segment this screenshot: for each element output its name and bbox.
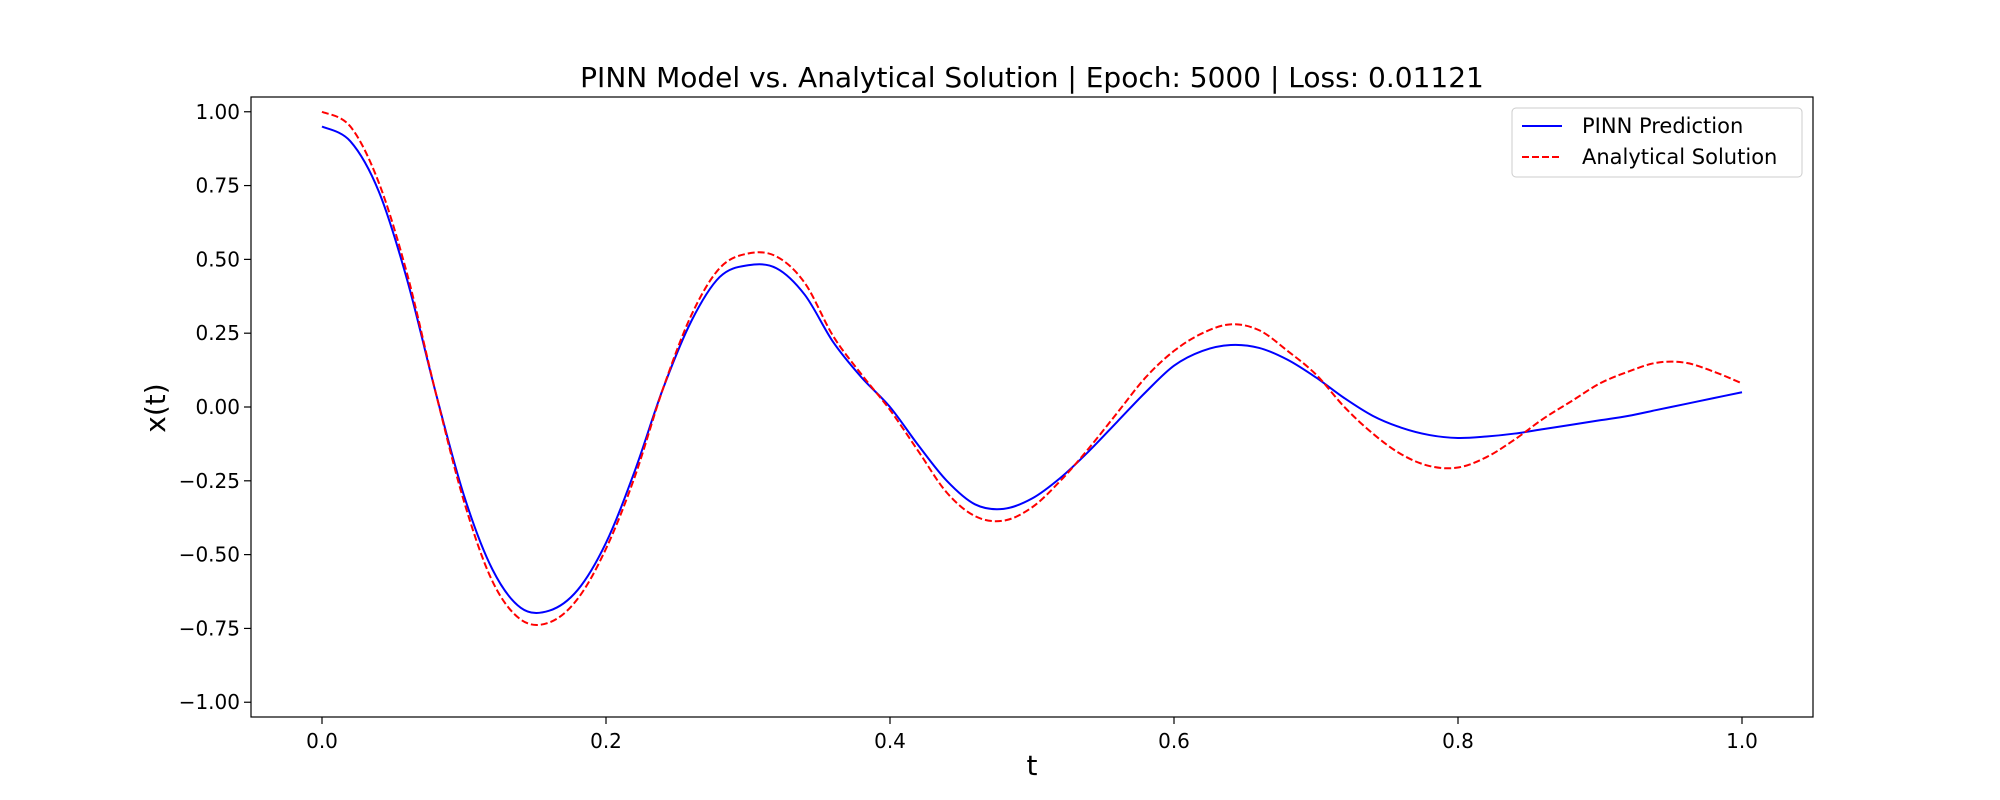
x-axis-label: t (1027, 749, 1038, 782)
x-axis: 0.0 0.2 0.4 0.6 0.8 1.0 (306, 717, 1758, 753)
chart-title: PINN Model vs. Analytical Solution | Epo… (580, 61, 1484, 94)
x-tick-label: 0.0 (306, 729, 338, 753)
y-axis: 1.00 0.75 0.50 0.25 0.00 −0.25 −0.50 −0.75 −1.00 (179, 100, 251, 714)
legend-box (1511, 107, 1803, 178)
x-tick-label: 1.0 (1726, 729, 1758, 753)
y-tick-label: 0.50 (195, 247, 240, 271)
y-axis-label: x(t) (139, 383, 172, 432)
y-tick-label: 0.25 (195, 321, 240, 345)
legend-label-1: PINN Prediction (1582, 114, 1743, 138)
x-tick-label: 0.2 (590, 729, 622, 753)
y-tick-label: 0.00 (195, 395, 240, 419)
series-line-1 (321, 125, 1743, 614)
y-tick-label: −0.50 (179, 543, 240, 567)
y-tick-label: 1.00 (195, 100, 240, 124)
y-tick-label: −0.75 (179, 616, 240, 640)
y-tick-label: −1.00 (179, 690, 240, 714)
x-tick-label: 0.8 (1442, 729, 1474, 753)
y-tick-label: 0.75 (195, 174, 240, 198)
x-tick-label: 0.4 (874, 729, 906, 753)
legend-label-2: Analytical Solution (1582, 145, 1777, 169)
x-tick-label: 0.6 (1158, 729, 1190, 753)
plot-frame (250, 96, 1814, 718)
series-group (321, 110, 1743, 626)
legend: PINN Prediction Analytical Solution (1511, 107, 1803, 178)
y-tick-label: −0.25 (179, 469, 240, 493)
plot-area (250, 96, 1814, 718)
series-line-2 (321, 110, 1743, 626)
